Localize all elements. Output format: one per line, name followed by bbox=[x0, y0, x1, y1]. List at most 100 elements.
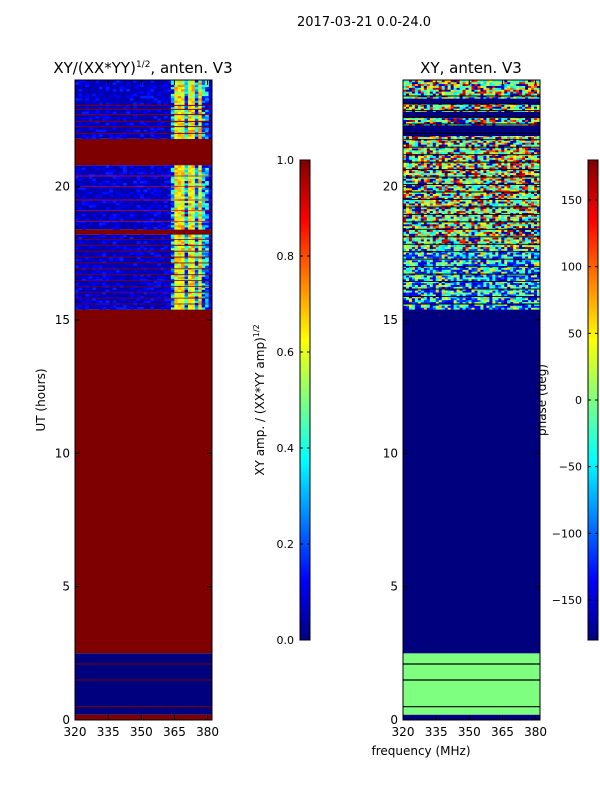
amplitude-cell bbox=[92, 127, 96, 130]
amplitude-cell bbox=[188, 282, 192, 286]
phase-cell bbox=[426, 261, 431, 265]
phase-cell bbox=[403, 292, 407, 295]
amplitude-cell bbox=[153, 293, 158, 297]
amplitude-cell bbox=[174, 171, 179, 175]
phase-cell bbox=[492, 218, 496, 221]
phase-cell bbox=[403, 271, 407, 274]
amplitude-cell bbox=[133, 227, 137, 230]
amplitude-cell bbox=[75, 293, 79, 297]
phase-cell bbox=[423, 282, 428, 285]
phase-cell bbox=[528, 239, 532, 242]
phase-cell bbox=[429, 203, 434, 206]
phase-cell bbox=[468, 296, 472, 299]
phase-cell bbox=[429, 294, 434, 297]
y-tick-label: 20 bbox=[55, 180, 70, 194]
amplitude-cell bbox=[201, 278, 206, 282]
phase-cell bbox=[441, 299, 445, 303]
amplitude-cell bbox=[198, 211, 203, 215]
amplitude-cell bbox=[92, 134, 96, 137]
phase-cell bbox=[528, 229, 532, 232]
phase-cell bbox=[414, 307, 419, 310]
amplitude-cell bbox=[85, 202, 89, 206]
phase-cell bbox=[498, 205, 502, 208]
amplitude-cell bbox=[194, 287, 199, 290]
phase-cell bbox=[519, 186, 523, 189]
phase-cell bbox=[408, 195, 413, 198]
phase-cell bbox=[537, 237, 540, 240]
phase-cell bbox=[414, 278, 419, 282]
phase-cell bbox=[474, 205, 478, 208]
phase-cell bbox=[465, 193, 469, 196]
amplitude-cell bbox=[75, 118, 79, 121]
phase-cell bbox=[444, 237, 448, 240]
phase-cell bbox=[504, 193, 508, 196]
phase-cell bbox=[522, 197, 526, 200]
amplitude-cell bbox=[92, 272, 96, 275]
x-tick-label: 350 bbox=[130, 725, 153, 739]
phase-cell bbox=[417, 277, 422, 280]
phase-cell bbox=[447, 205, 451, 208]
phase-cell bbox=[534, 214, 538, 217]
phase-cell bbox=[426, 305, 431, 308]
colorbar-tick-label: 0.6 bbox=[277, 346, 295, 359]
phase-cell bbox=[486, 284, 490, 287]
amplitude-cell bbox=[98, 182, 103, 186]
phase-cell bbox=[435, 248, 440, 251]
amplitude-cell bbox=[191, 239, 196, 242]
amplitude-cell bbox=[116, 118, 120, 121]
amplitude-cell bbox=[81, 234, 86, 238]
phase-cell bbox=[474, 216, 478, 219]
phase-cell bbox=[522, 208, 526, 212]
phase-cell bbox=[426, 244, 431, 248]
amplitude-cell bbox=[140, 176, 144, 179]
amplitude-cell bbox=[140, 280, 144, 284]
phase-cell bbox=[403, 201, 407, 204]
amplitude-cell bbox=[88, 111, 93, 115]
phase-cell bbox=[525, 275, 529, 278]
amplitude-cell bbox=[119, 216, 124, 219]
phase-cell bbox=[507, 191, 511, 194]
phase-cell bbox=[453, 248, 457, 251]
amplitude-cell bbox=[119, 134, 124, 137]
amplitude-cell bbox=[129, 174, 134, 177]
amplitude-cell bbox=[201, 98, 206, 101]
phase-cell bbox=[456, 307, 460, 310]
phase-cell bbox=[522, 222, 526, 225]
amplitude-cell bbox=[198, 236, 203, 240]
phase-cell bbox=[492, 284, 496, 287]
phase-cell bbox=[403, 231, 407, 234]
phase-cell bbox=[513, 187, 517, 191]
amplitude-cell bbox=[184, 245, 189, 249]
amplitude-cell bbox=[167, 176, 172, 179]
amplitude-cell bbox=[105, 304, 110, 308]
phase-cell bbox=[414, 231, 419, 234]
phase-cell bbox=[414, 203, 419, 206]
amplitude-cell bbox=[191, 291, 196, 295]
phase-cell bbox=[465, 246, 469, 249]
phase-cell bbox=[432, 203, 437, 206]
phase-cell bbox=[450, 229, 454, 232]
phase-cell bbox=[486, 269, 490, 272]
phase-cell bbox=[417, 241, 422, 244]
amplitude-cell bbox=[160, 236, 165, 240]
phase-cell bbox=[429, 199, 434, 202]
amplitude-cell bbox=[85, 136, 89, 139]
amplitude-cell bbox=[184, 80, 189, 83]
amplitude-cell bbox=[174, 298, 179, 301]
amplitude-cell bbox=[198, 189, 203, 193]
phase-cell bbox=[417, 286, 422, 289]
phase-cell bbox=[516, 263, 520, 267]
phase-cell bbox=[403, 212, 407, 215]
phase-cell bbox=[513, 290, 517, 293]
phase-cell bbox=[522, 263, 526, 267]
phase-cell bbox=[489, 220, 493, 223]
amplitude-cell bbox=[167, 304, 172, 308]
phase-cell bbox=[414, 260, 419, 263]
phase-cell bbox=[447, 246, 451, 249]
phase-cell bbox=[534, 205, 538, 208]
amplitude-cell bbox=[153, 100, 158, 103]
phase-cell bbox=[405, 241, 410, 244]
phase-cell bbox=[534, 216, 538, 219]
phase-cell bbox=[483, 288, 487, 291]
phase-cell bbox=[501, 278, 505, 282]
